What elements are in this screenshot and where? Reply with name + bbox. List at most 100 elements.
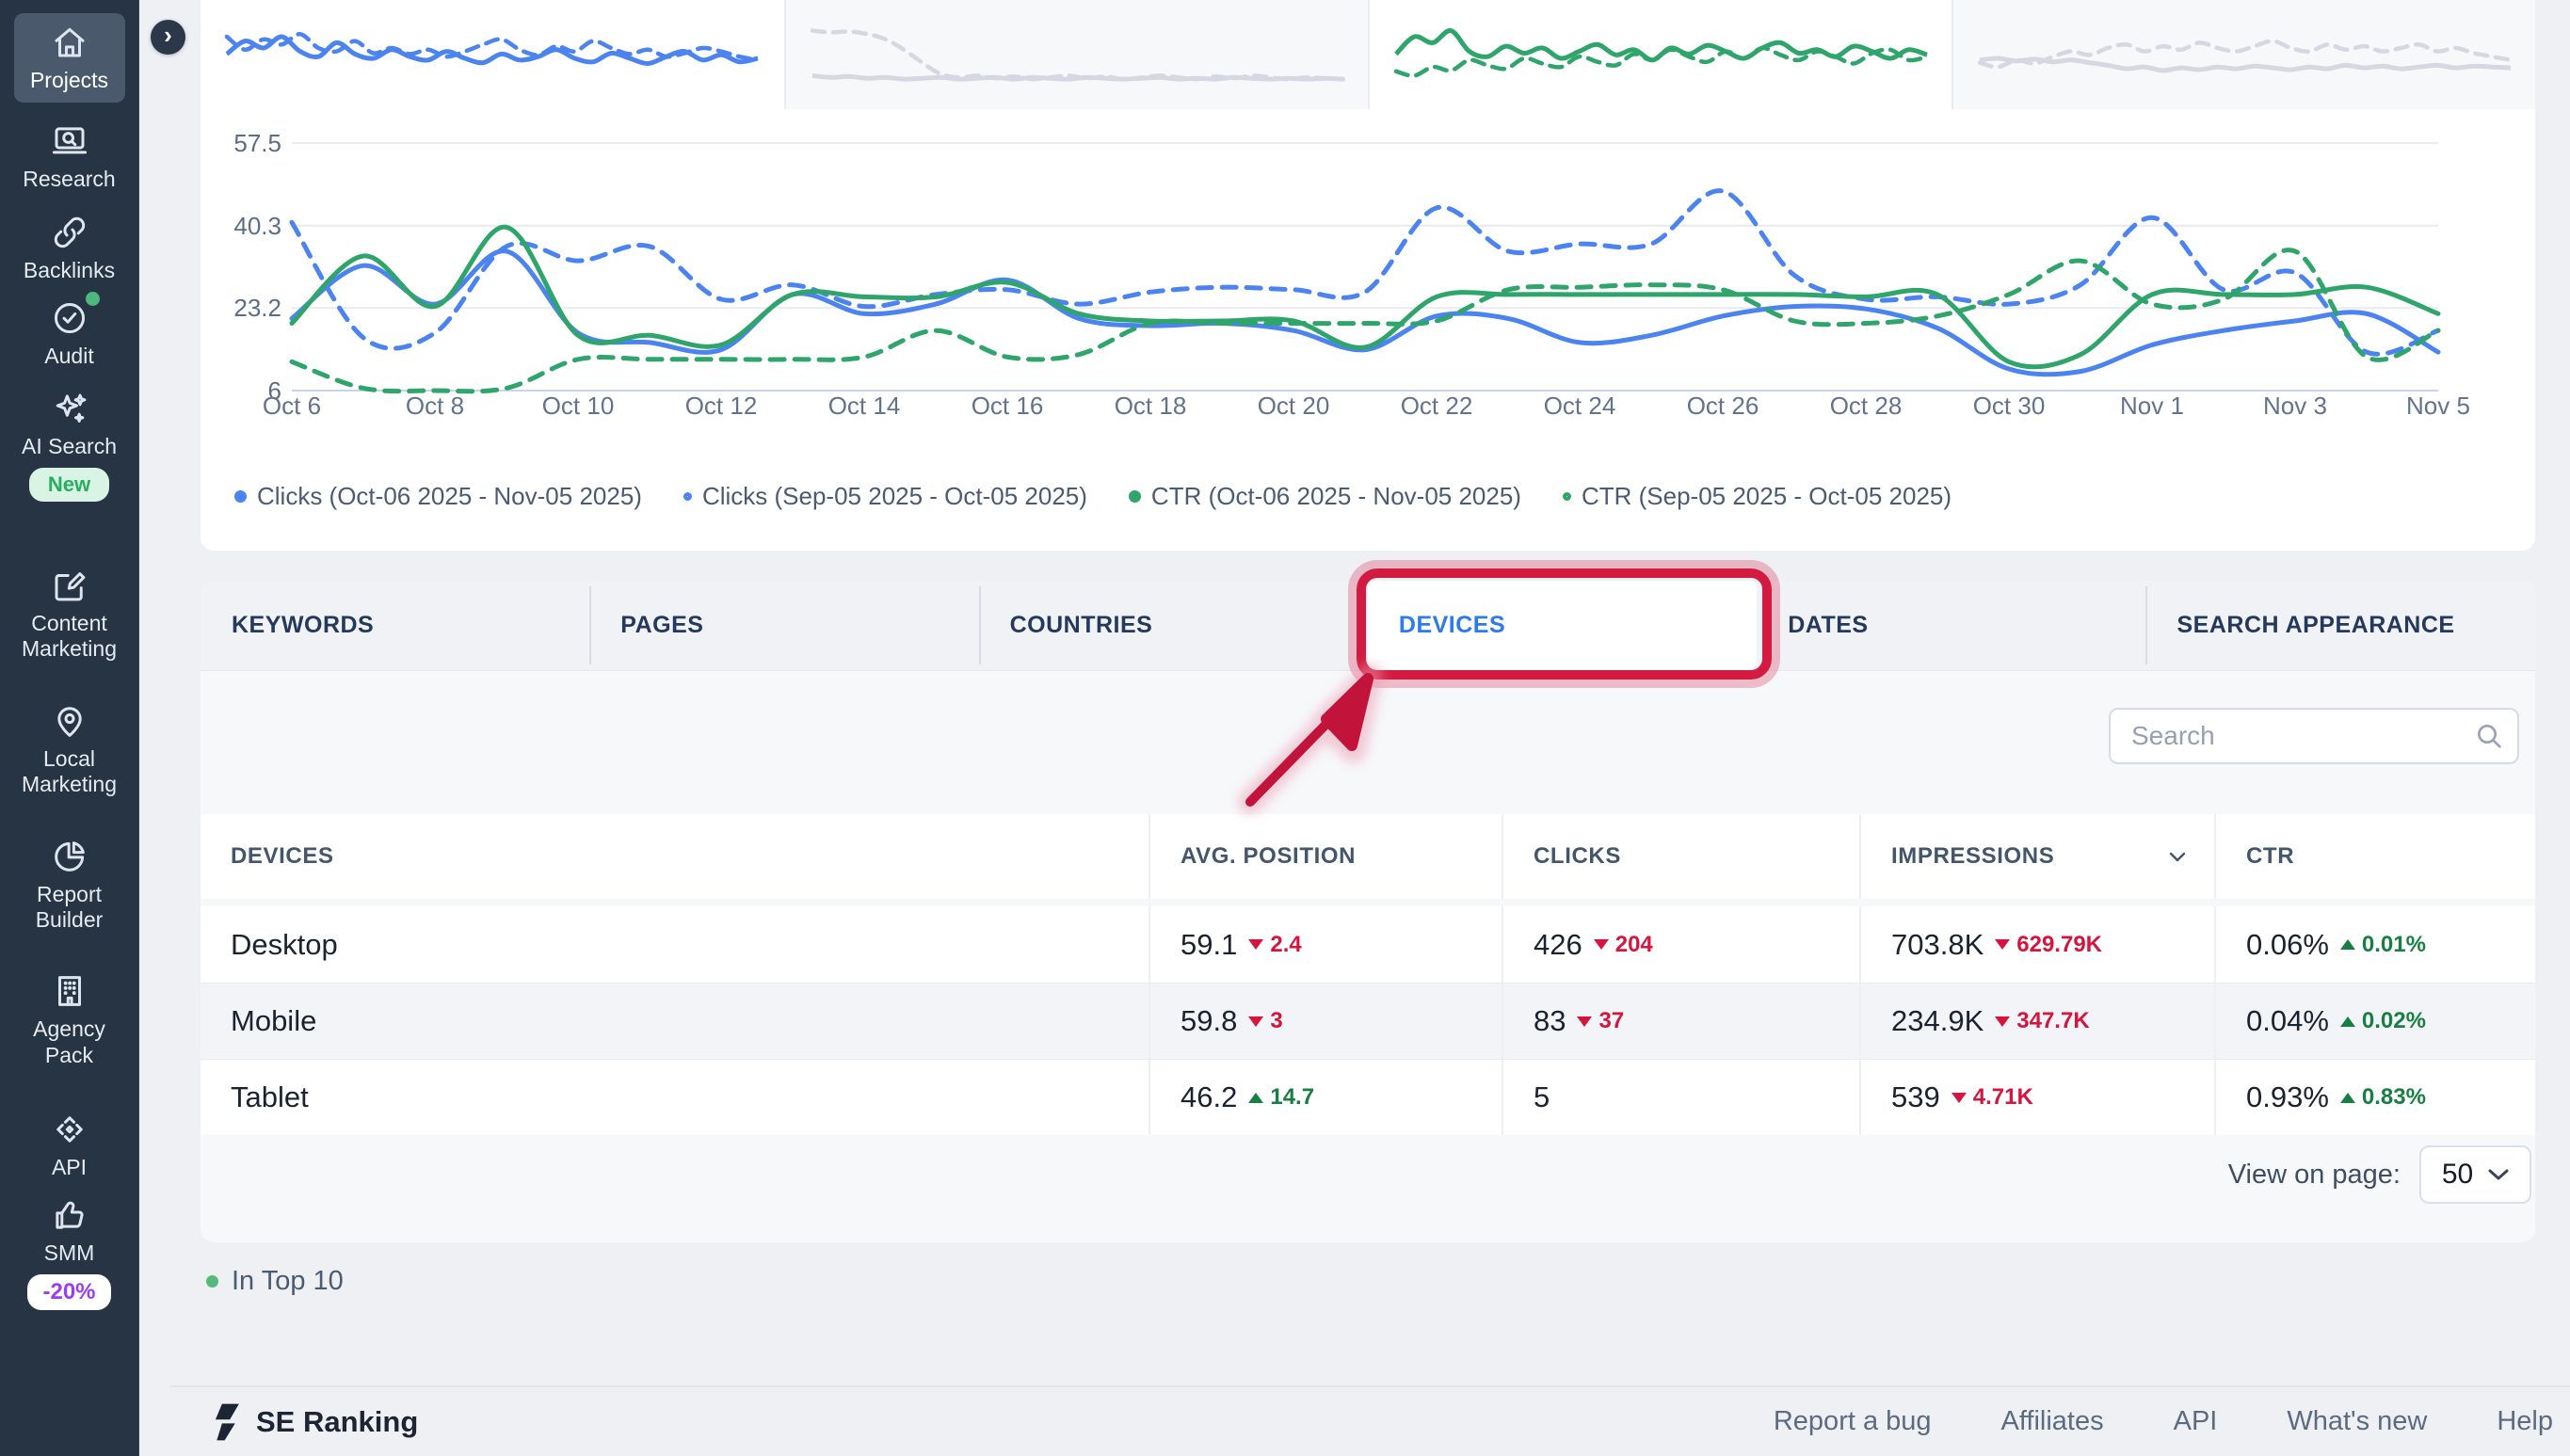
tab-label: SEARCH APPEARANCE bbox=[2176, 612, 2455, 638]
legend-dot-icon bbox=[234, 490, 247, 503]
sidebar-item-agency-pack[interactable]: Agency Pack bbox=[8, 969, 132, 1067]
sidebar-item-label: Projects bbox=[29, 68, 109, 92]
sidebar-item-smm[interactable]: SMM bbox=[8, 1193, 132, 1266]
delta-up: 0.01% bbox=[2339, 932, 2426, 958]
sidebar-collapse-button[interactable]: › bbox=[151, 20, 185, 55]
metric-value: 539 bbox=[1891, 1080, 1940, 1113]
device-name: Desktop bbox=[231, 927, 338, 961]
chevron-right-icon: › bbox=[164, 21, 172, 49]
sidebar-item-content-marketing[interactable]: Content Marketing bbox=[8, 564, 132, 662]
sidebar-item-label: Local Marketing bbox=[22, 745, 117, 796]
sidebar-item-research[interactable]: Research bbox=[8, 120, 132, 192]
search-icon bbox=[2478, 725, 2501, 748]
tab-countries[interactable]: COUNTRIES bbox=[978, 581, 1368, 670]
footer-link-affiliates[interactable]: Affiliates bbox=[2000, 1406, 2104, 1436]
delta-down: 2.4 bbox=[1248, 932, 1302, 958]
table-row-mobile[interactable]: Mobile 59.8 3 83 37 234.9K 347.7K 0.04% 0.02% bbox=[201, 983, 2535, 1059]
delta-value: 37 bbox=[1598, 1008, 1625, 1033]
footer-link-what-s-new[interactable]: What's new bbox=[2287, 1406, 2428, 1436]
sidebar-item-label: Backlinks bbox=[23, 258, 116, 283]
metric-tab-3[interactable] bbox=[1368, 0, 1952, 109]
metric-tab-2[interactable] bbox=[784, 0, 1368, 109]
legend-dot-icon bbox=[1128, 490, 1141, 503]
column-header-impressions[interactable]: IMPRESSIONS bbox=[1859, 814, 2214, 899]
in-top-10-label: In Top 10 bbox=[232, 1266, 344, 1296]
footer-link-report-a-bug[interactable]: Report a bug bbox=[1773, 1406, 1932, 1436]
table-row-desktop[interactable]: Desktop 59.1 2.4 426 204 703.8K 629.79K 0.06% 0.… bbox=[201, 906, 2535, 983]
delta-down: 629.79K bbox=[1995, 932, 2102, 958]
svg-text:Oct 20: Oct 20 bbox=[1258, 392, 1330, 420]
smm-icon bbox=[48, 1193, 91, 1237]
avg-position-cell: 59.8 3 bbox=[1148, 984, 1502, 1059]
delta-value: 0.83% bbox=[2361, 1084, 2426, 1110]
page-size-value: 50 bbox=[2441, 1159, 2474, 1190]
svg-text:Nov 1: Nov 1 bbox=[2120, 392, 2184, 420]
legend-label: Clicks (Oct-06 2025 - Nov-05 2025) bbox=[257, 482, 642, 510]
clicks-cell: 83 37 bbox=[1502, 984, 1859, 1059]
tab-dates[interactable]: DATES bbox=[1757, 581, 2145, 670]
footer-link-api[interactable]: API bbox=[2173, 1406, 2218, 1436]
delta-value: 204 bbox=[1614, 931, 1653, 957]
sidebar-item-report-builder[interactable]: Report Builder bbox=[8, 835, 132, 933]
table-row-tablet[interactable]: Tablet 46.2 14.7 5 539 4.71K 0.93% 0.83% bbox=[201, 1059, 2535, 1135]
sidebar-item-local-marketing[interactable]: Local Marketing bbox=[8, 699, 132, 797]
brand: SE Ranking bbox=[209, 1402, 418, 1442]
tab-keywords[interactable]: KEYWORDS bbox=[201, 581, 589, 670]
metric-value: 5 bbox=[1534, 1080, 1550, 1113]
delta-value: 347.7K bbox=[2016, 1008, 2090, 1033]
legend-dot-icon bbox=[1562, 492, 1571, 501]
search-input[interactable] bbox=[2109, 708, 2519, 764]
brand-name: SE Ranking bbox=[256, 1404, 419, 1438]
content-marketing-icon bbox=[48, 564, 91, 607]
ctr-cell: 0.93% 0.83% bbox=[2214, 1060, 2535, 1135]
delta-down: 347.7K bbox=[1995, 1008, 2090, 1034]
svg-text:23.2: 23.2 bbox=[233, 294, 281, 322]
svg-text:Oct 26: Oct 26 bbox=[1687, 392, 1759, 420]
delta-down: 4.71K bbox=[1951, 1084, 2033, 1111]
sidebar-item-audit[interactable]: Audit bbox=[8, 292, 132, 369]
sidebar-item-label: API bbox=[51, 1154, 88, 1179]
devices-table-header: DEVICES AVG. POSITION CLICKS IMPRESSIONS CTR bbox=[201, 814, 2535, 899]
footer-link-help[interactable]: Help bbox=[2497, 1406, 2553, 1436]
device-name-cell: Tablet bbox=[201, 1060, 1148, 1135]
metric-tab-1[interactable] bbox=[201, 0, 784, 109]
delta-value: 0.02% bbox=[2361, 1008, 2426, 1033]
triangle-down-icon bbox=[1995, 939, 2011, 950]
agency-pack-icon bbox=[48, 969, 91, 1013]
devices-table: DEVICES AVG. POSITION CLICKS IMPRESSIONS CTR… bbox=[201, 814, 2535, 1135]
column-header-devices: DEVICES bbox=[201, 814, 1148, 899]
sidebar-item-label: Content Marketing bbox=[22, 610, 117, 661]
page-size-select[interactable]: 50 bbox=[2419, 1145, 2531, 1204]
sort-chevron-down-icon[interactable] bbox=[2169, 852, 2186, 862]
device-name: Mobile bbox=[231, 1004, 317, 1037]
tab-devices[interactable]: DEVICES bbox=[1367, 581, 1758, 670]
sidebar-item-api[interactable]: API bbox=[8, 1108, 132, 1180]
legend-item[interactable]: CTR (Oct-06 2025 - Nov-05 2025) bbox=[1128, 482, 1521, 511]
svg-text:Oct 14: Oct 14 bbox=[828, 392, 901, 420]
tab-search-appearance[interactable]: SEARCH APPEARANCE bbox=[2145, 581, 2534, 670]
sidebar-item-ai-search[interactable]: AI Search bbox=[8, 387, 132, 459]
legend-item[interactable]: CTR (Sep-05 2025 - Oct-05 2025) bbox=[1562, 482, 1952, 511]
device-name-cell: Mobile bbox=[201, 984, 1148, 1059]
ctr-cell: 0.06% 0.01% bbox=[2214, 906, 2535, 983]
avg-position-cell: 46.2 14.7 bbox=[1148, 1060, 1502, 1135]
sidebar-item-label: Report Builder bbox=[35, 882, 104, 933]
sidebar-item-projects[interactable]: Projects bbox=[13, 13, 125, 104]
tab-label: PAGES bbox=[620, 612, 704, 638]
column-header-label: DEVICES bbox=[231, 843, 334, 869]
legend-dot-icon bbox=[683, 492, 692, 501]
column-header-clicks: CLICKS bbox=[1502, 814, 1859, 899]
legend-item[interactable]: Clicks (Oct-06 2025 - Nov-05 2025) bbox=[234, 482, 642, 511]
triangle-up-icon bbox=[1248, 1092, 1264, 1103]
impressions-cell: 539 4.71K bbox=[1859, 1060, 2214, 1135]
api-icon bbox=[48, 1108, 91, 1151]
metric-value: 0.04% bbox=[2246, 1004, 2329, 1037]
metric-tab-4[interactable] bbox=[1952, 0, 2535, 109]
tab-pages[interactable]: PAGES bbox=[589, 581, 978, 670]
legend-item[interactable]: Clicks (Sep-05 2025 - Oct-05 2025) bbox=[683, 482, 1087, 511]
svg-text:57.5: 57.5 bbox=[233, 129, 281, 157]
sidebar-item-backlinks[interactable]: Backlinks bbox=[8, 211, 132, 283]
svg-text:Nov 5: Nov 5 bbox=[2406, 392, 2470, 420]
clicks-cell: 5 bbox=[1502, 1060, 1859, 1135]
se-ranking-logo-icon bbox=[215, 1403, 239, 1440]
